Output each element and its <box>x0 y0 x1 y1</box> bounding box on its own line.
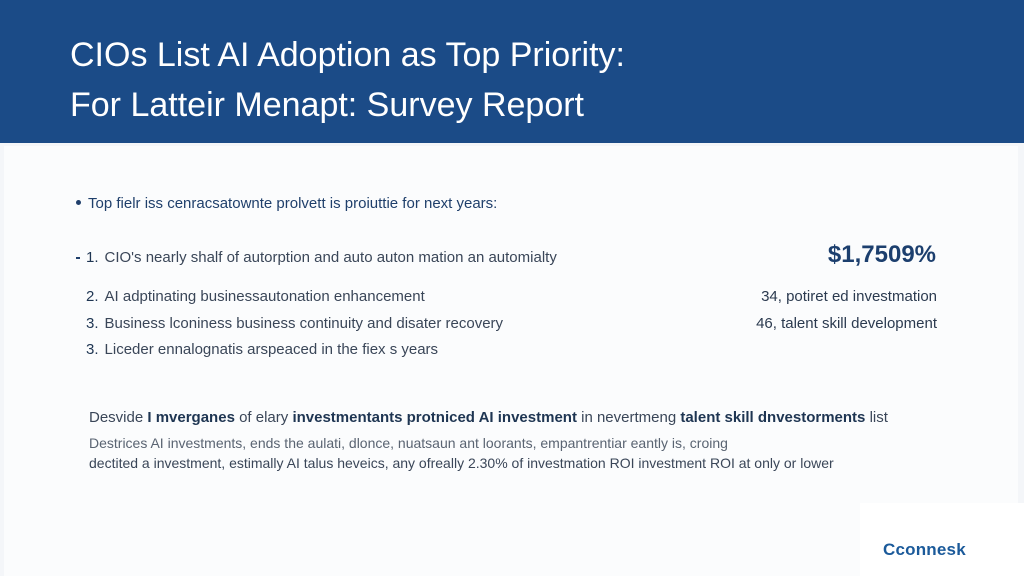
bullet-tick-icon <box>76 257 80 260</box>
list-item-text: CIO's nearly shalf of autorption and aut… <box>104 249 557 266</box>
summary-line-1: Desvide I mverganes of elary investmenta… <box>89 409 888 426</box>
list-item: 2. AI adptinating businessautonation enha… <box>86 288 425 305</box>
brand-logo: Cconnesk <box>883 540 966 559</box>
list-item: 3. Liceder ennalognatis arspeaced in the … <box>86 341 438 358</box>
page-title-line-2: For Latteir Menapt: Survey Report <box>70 86 585 124</box>
stat-value: $1,7509% <box>827 241 936 268</box>
intro-text: Top fielr iss cenracsatownte prolvett is… <box>88 195 498 212</box>
intro-line: Top fielr iss cenracsatownte prolvett is… <box>76 195 497 212</box>
list-item-number: 3. <box>86 341 99 358</box>
logo-panel <box>860 503 1024 576</box>
summary-text: Desvide <box>89 409 148 426</box>
list-item-number: 3. <box>86 315 99 332</box>
list-item-text: Liceder ennalognatis arspeaced in the fi… <box>104 341 439 358</box>
list-item-text: Business lconiness business continuity a… <box>104 315 504 332</box>
side-stat-2: 46, talent skill development <box>756 315 937 332</box>
summary-emphasis: talent skill dnvestorments <box>680 409 866 426</box>
content-card <box>4 146 1018 576</box>
page-title-line-1: CIOs List AI Adoption as Top Priority: <box>70 36 625 74</box>
summary-line-2: Destrices AI investments, ends the aulat… <box>89 435 728 451</box>
summary-line-3: dectited a investment, estimally AI talu… <box>89 455 834 471</box>
list-item-number: 1. <box>86 249 99 266</box>
header-banner: CIOs List AI Adoption as Top Priority: F… <box>0 0 1024 143</box>
side-stat-1: 34, potiret ed investmation <box>761 288 937 305</box>
summary-text: in nevertmeng <box>576 409 681 426</box>
list-item: 1. CIO's nearly shalf of autorption and a… <box>76 249 557 266</box>
summary-emphasis: I mverganes <box>147 409 235 426</box>
list-item-number: 2. <box>86 288 99 305</box>
list-item: 3. Business lconiness business continuity… <box>86 315 503 332</box>
list-item-text: AI adptinating businessautonation enhanc… <box>104 288 425 305</box>
summary-text: of elary <box>234 409 293 426</box>
summary-text: list <box>865 409 888 426</box>
bullet-dot-icon <box>76 199 81 205</box>
summary-emphasis: investmentants protniced AI investment <box>292 409 577 426</box>
